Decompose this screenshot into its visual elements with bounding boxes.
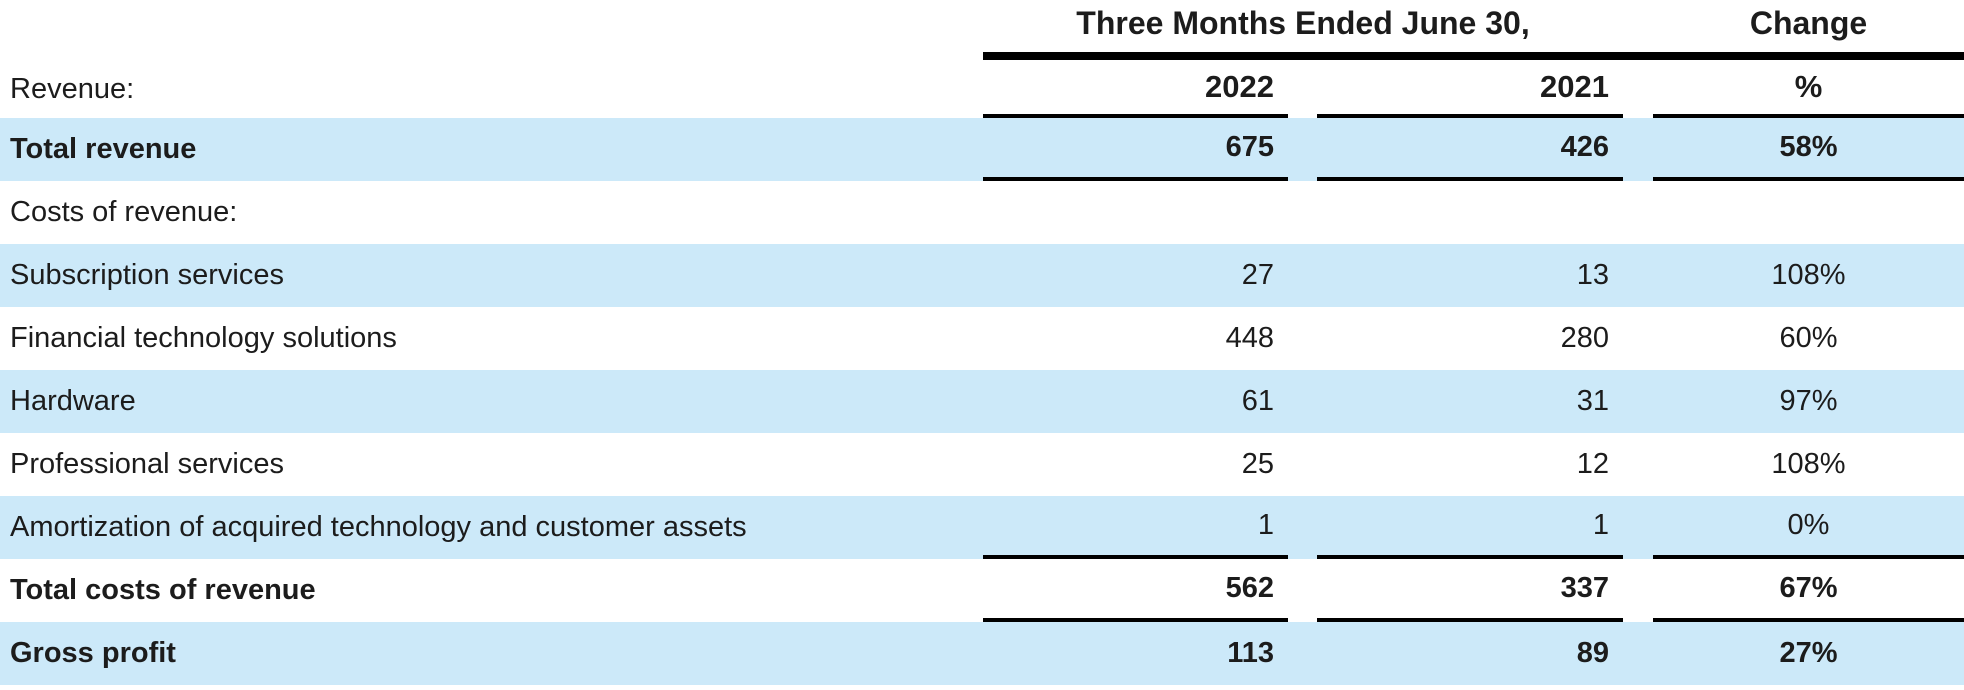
table-row-gross-profit: Gross profit 113 89 27% [0, 622, 1964, 685]
value-2021: 89 [1576, 637, 1609, 669]
change-header-label: Change [1749, 4, 1868, 41]
table-row-professional-services: Professional services 25 12 108% [0, 433, 1964, 496]
row-label: Amortization of acquired technology and … [10, 511, 747, 543]
pct-header: % [1794, 69, 1823, 104]
column-gap [1623, 244, 1653, 307]
column-gap [1288, 307, 1317, 370]
column-gap [1623, 307, 1653, 370]
column-gap [1288, 181, 1317, 244]
year-2022-header-cell: 2022 [983, 60, 1288, 118]
column-gap [1623, 181, 1653, 244]
column-gap [1288, 60, 1317, 118]
row-label: Financial technology solutions [10, 322, 397, 354]
column-gap [1288, 496, 1317, 559]
value-2022: 448 [1225, 322, 1274, 354]
value-2021: 280 [1560, 322, 1609, 354]
value-2022: 27 [1241, 259, 1274, 291]
column-gap [1288, 244, 1317, 307]
pct-header-cell: % [1653, 60, 1964, 118]
value-2022: 675 [983, 118, 1288, 181]
table-row-hardware: Hardware 61 31 97% [0, 370, 1964, 433]
value-change-pct: 0% [1653, 496, 1964, 559]
year-2021-header: 2021 [1540, 69, 1609, 104]
value-change-pct: 108% [1771, 448, 1846, 480]
spanner-rule: Three Months Ended June 30, Change [983, 0, 1964, 60]
value-2021: 12 [1576, 448, 1609, 480]
value-2022: 113 [1227, 637, 1274, 669]
row-label: Professional services [10, 448, 284, 480]
spanner-header-spacer [0, 0, 983, 60]
period-header-label: Three Months Ended June 30, [1076, 4, 1530, 41]
column-gap [1623, 622, 1653, 685]
value-2022 [983, 181, 1288, 244]
year-2022-header: 2022 [1205, 69, 1274, 104]
column-gap [1623, 60, 1653, 118]
table-row-amortization: Amortization of acquired technology and … [0, 496, 1964, 559]
column-gap [1623, 559, 1653, 622]
row-label: Gross profit [10, 637, 176, 669]
value-change-pct: 27% [1779, 637, 1838, 669]
column-gap [1288, 370, 1317, 433]
row-label: Total costs of revenue [10, 574, 316, 606]
value-change-pct: 97% [1779, 385, 1838, 417]
row-label: Hardware [10, 385, 136, 417]
column-gap [1623, 496, 1653, 559]
section-label: Revenue: [10, 72, 135, 105]
value-change-pct: 60% [1779, 322, 1838, 354]
value-2021: 13 [1576, 259, 1609, 291]
table-row-total-revenue: Total revenue 675 426 58% [0, 118, 1964, 181]
change-header-cell: Change [1653, 0, 1964, 52]
column-gap [1623, 0, 1653, 52]
row-label: Total revenue [10, 133, 197, 165]
column-gap [1623, 370, 1653, 433]
value-change-pct: 58% [1653, 118, 1964, 181]
value-2022: 61 [1241, 385, 1274, 417]
table-row-financial-technology-solutions: Financial technology solutions 448 280 6… [0, 307, 1964, 370]
column-gap [1288, 118, 1317, 181]
value-2022: 1 [983, 496, 1288, 559]
column-gap [1623, 433, 1653, 496]
spanner-header-row: Three Months Ended June 30, Change [0, 0, 1964, 60]
column-gap [1288, 433, 1317, 496]
value-2022: 562 [983, 559, 1288, 622]
column-gap [1623, 118, 1653, 181]
table-row-total-costs-of-revenue: Total costs of revenue 562 337 67% [0, 559, 1964, 622]
value-change-pct [1653, 181, 1964, 244]
year-2021-header-cell: 2021 [1317, 60, 1623, 118]
table-row-subscription-services: Subscription services 27 13 108% [0, 244, 1964, 307]
column-gap [1288, 622, 1317, 685]
value-2021: 337 [1317, 559, 1623, 622]
row-label: Subscription services [10, 259, 284, 291]
column-gap [1288, 559, 1317, 622]
value-change-pct: 108% [1771, 259, 1846, 291]
period-header-cell: Three Months Ended June 30, [983, 0, 1623, 52]
value-2021: 426 [1317, 118, 1623, 181]
value-2021 [1317, 181, 1623, 244]
row-label: Costs of revenue: [10, 196, 238, 228]
value-2021: 31 [1576, 385, 1609, 417]
section-label-cell: Revenue: [0, 60, 983, 118]
value-2021: 1 [1317, 496, 1623, 559]
column-header-row: Revenue: 2022 2021 % [0, 60, 1964, 118]
value-change-pct: 67% [1653, 559, 1964, 622]
value-2022: 25 [1241, 448, 1274, 480]
table-row-costs-of-revenue-section: Costs of revenue: [0, 181, 1964, 244]
